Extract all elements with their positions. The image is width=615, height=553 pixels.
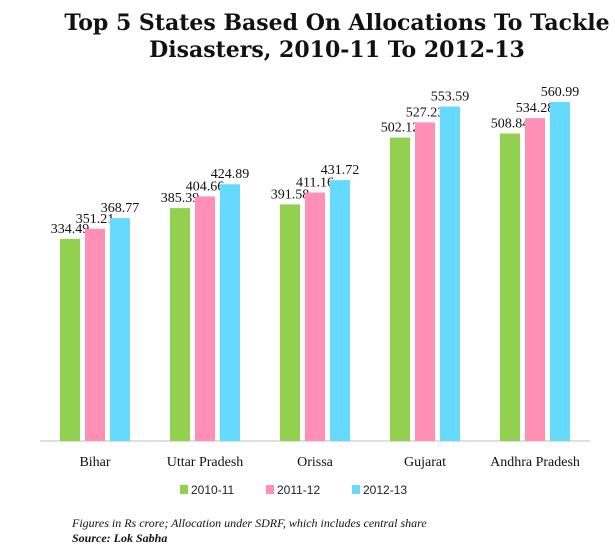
data-label: 391.58 — [271, 187, 310, 202]
legend: 2010-11 2011-12 2012-13 — [180, 483, 407, 497]
x-tick-label: Andhra Pradesh — [490, 455, 580, 470]
data-label: 502.12 — [381, 121, 420, 136]
bar-2010-11-andhra-pradesh — [500, 133, 520, 441]
bar-2012-13-bihar — [110, 218, 130, 441]
data-label: 508.84 — [491, 117, 530, 132]
data-label: 431.72 — [321, 163, 360, 178]
bar-2011-12-bihar — [85, 228, 105, 441]
x-tick-label: Orissa — [297, 455, 334, 470]
bar-2010-11-gujarat — [390, 137, 410, 442]
bar-2012-13-andhra-pradesh — [550, 102, 570, 441]
data-label: 351.21 — [76, 212, 115, 227]
x-tick-label: Gujarat — [404, 455, 446, 470]
bar-2012-13-uttar-pradesh — [220, 184, 240, 441]
x-tick-label: Bihar — [79, 455, 110, 470]
data-label: 534.28 — [516, 101, 555, 116]
bar-2011-12-andhra-pradesh — [525, 118, 545, 441]
x-tick-label: Uttar Pradesh — [167, 455, 244, 470]
legend-swatch — [180, 485, 188, 494]
legend-label: 2012-13 — [363, 483, 407, 497]
data-label: 368.77 — [101, 201, 140, 216]
bar-2010-11-bihar — [60, 238, 80, 441]
bar-2012-13-gujarat — [440, 106, 460, 441]
bar-2011-12-orissa — [305, 192, 325, 441]
legend-swatch — [266, 485, 274, 494]
source-note: Source: Lok Sabha — [72, 531, 168, 545]
data-label: 385.39 — [161, 191, 200, 206]
legend-swatch — [352, 485, 360, 494]
data-label: 424.89 — [211, 167, 250, 182]
bar-2010-11-uttar-pradesh — [170, 208, 190, 441]
data-label: 560.99 — [541, 85, 580, 100]
data-label: 334.49 — [51, 222, 90, 237]
legend-label: 2010-11 — [191, 483, 234, 497]
data-label: 553.59 — [431, 89, 470, 104]
data-label: 527.23 — [406, 105, 445, 120]
bar-2010-11-orissa — [280, 204, 300, 441]
data-label: 411.16 — [296, 176, 334, 191]
chart-title-line-1: Top 5 States Based On Allocations To Tac… — [64, 10, 609, 36]
legend-label: 2011-12 — [277, 483, 320, 497]
bar-2011-12-gujarat — [415, 122, 435, 442]
bar-2012-13-orissa — [330, 180, 350, 441]
data-label: 404.66 — [186, 179, 225, 194]
bar-2011-12-uttar-pradesh — [195, 196, 215, 441]
units-note: Figures in Rs crore; Allocation under SD… — [72, 516, 427, 530]
chart-title-line-2: Disasters, 2010-11 To 2012-13 — [149, 37, 525, 63]
